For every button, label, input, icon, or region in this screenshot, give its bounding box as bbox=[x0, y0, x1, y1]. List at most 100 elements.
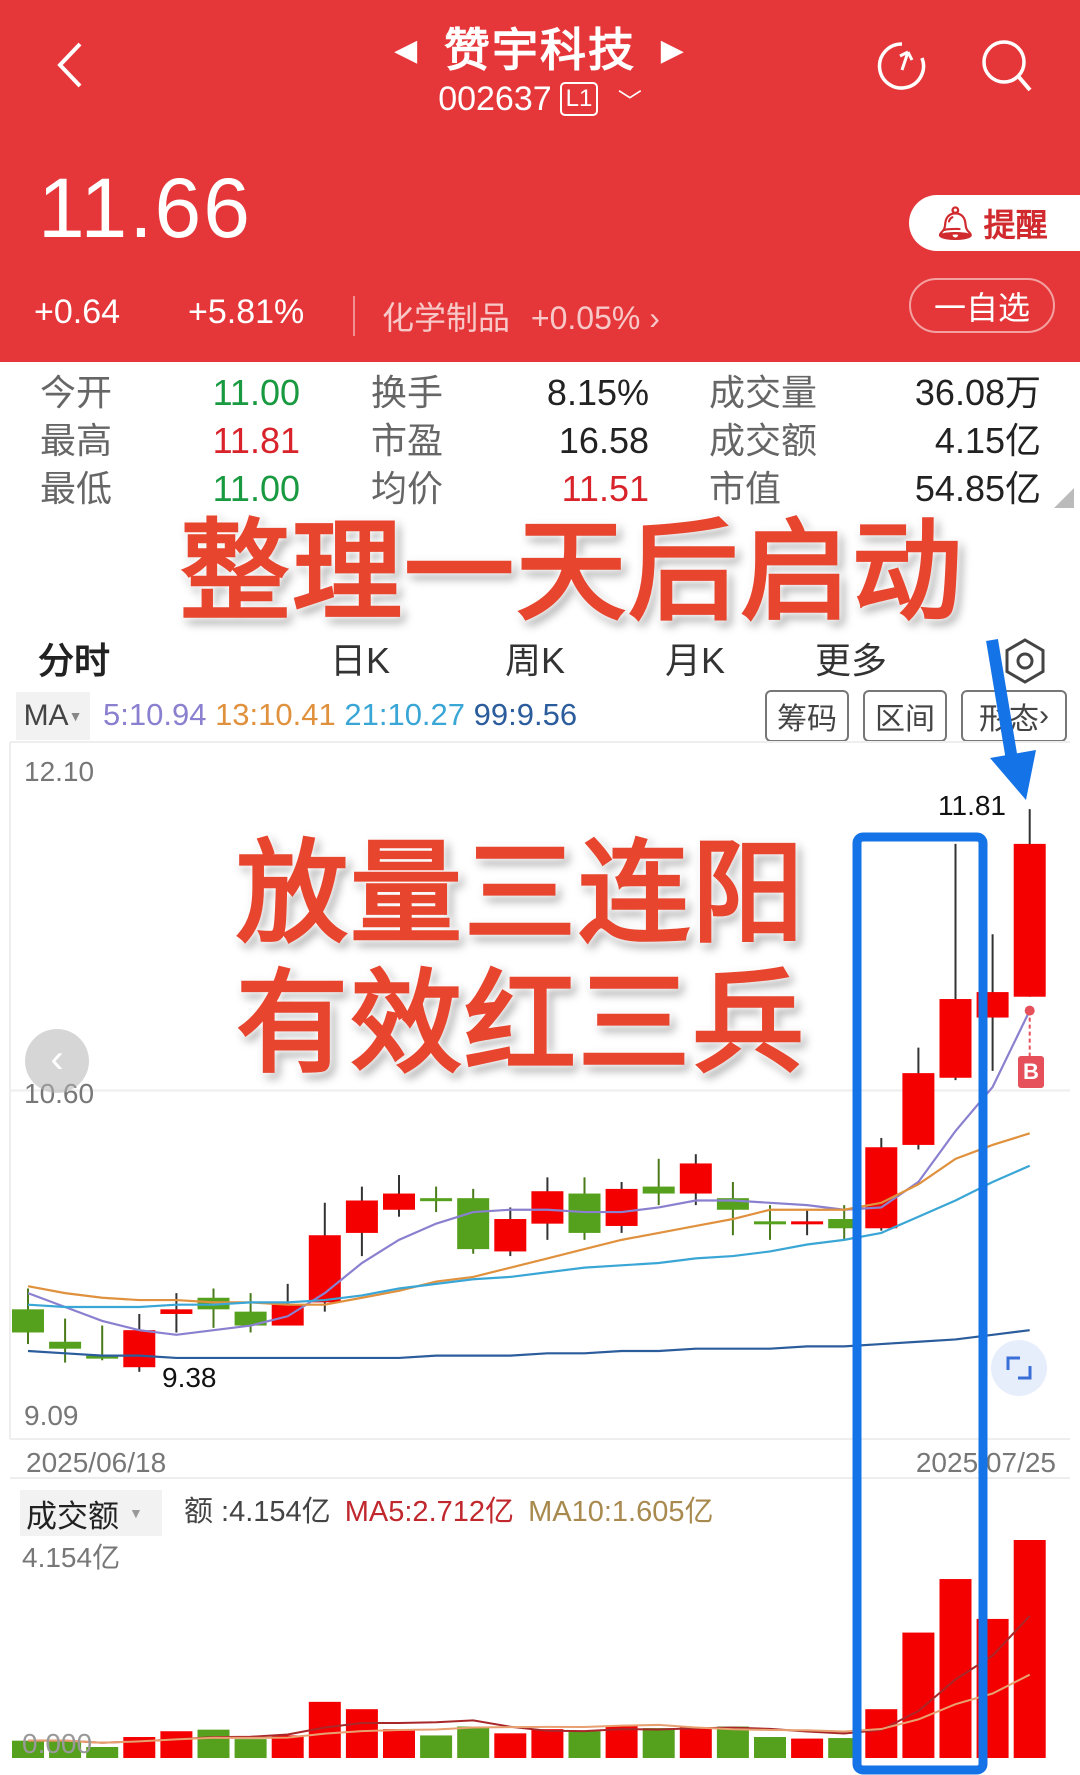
stat-label: 换手 bbox=[371, 372, 444, 413]
annotation-line1: 放量三连阳 bbox=[236, 831, 806, 956]
volume-bar bbox=[939, 1579, 972, 1758]
back-arrow-icon[interactable] bbox=[52, 40, 88, 90]
low-price-marker: 9.38 bbox=[162, 1362, 217, 1393]
candle-body bbox=[939, 999, 972, 1078]
tab-weekly-k[interactable]: 周K bbox=[505, 640, 566, 681]
candle-body bbox=[12, 1309, 44, 1333]
candle-body bbox=[679, 1163, 712, 1194]
tab-monthly-k[interactable]: 月K bbox=[665, 640, 726, 681]
x-label-end: 2025/07/25 bbox=[915, 1447, 1056, 1478]
candle-body bbox=[308, 1235, 341, 1303]
tab-more[interactable]: 更多 bbox=[815, 640, 888, 681]
volume-bar bbox=[568, 1731, 601, 1758]
stock-header: ◀ 赞宇科技 ▶ 002637 L1 ﹀ 11.66 +0.64 +5.81% 化… bbox=[0, 0, 1080, 362]
stat-value: 11.00 bbox=[212, 372, 300, 413]
y-tick-bottom: 9.09 bbox=[24, 1400, 79, 1431]
high-price-marker: 11.81 bbox=[938, 790, 1006, 821]
alert-button[interactable]: 🔔︎ 提醒 bbox=[909, 195, 1080, 251]
stat-label: 成交额 bbox=[709, 420, 818, 461]
caret-down-icon: ▼ bbox=[129, 1505, 143, 1521]
ma21-value: 21:10.27 bbox=[344, 697, 466, 732]
volume-bar bbox=[1013, 1540, 1046, 1758]
ma-values: 5:10.94 13:10.41 21:10.27 99:9.56 bbox=[103, 697, 577, 733]
volume-bar bbox=[160, 1731, 193, 1758]
volume-bar bbox=[86, 1746, 119, 1758]
volume-bar bbox=[457, 1726, 490, 1758]
candle-body bbox=[791, 1221, 824, 1225]
vol-tick-bottom: 0.000 bbox=[22, 1728, 93, 1759]
fullscreen-icon[interactable] bbox=[991, 1340, 1047, 1396]
stat-label: 今开 bbox=[40, 372, 113, 413]
stock-code-row: 002637 L1 ﹀ bbox=[0, 80, 1080, 119]
volume-bar bbox=[197, 1729, 230, 1758]
stat-label: 市值 bbox=[709, 468, 782, 509]
buy-signal-badge[interactable]: B bbox=[1018, 1056, 1044, 1088]
stat-value: 36.08万 bbox=[914, 372, 1041, 413]
indicator-selector[interactable]: 成交额 ▼ bbox=[20, 1490, 162, 1536]
candle-body bbox=[86, 1355, 119, 1359]
divider bbox=[353, 296, 355, 336]
candle-body bbox=[902, 1073, 935, 1145]
volume-bar bbox=[902, 1632, 935, 1758]
candle-body bbox=[457, 1198, 490, 1250]
stock-name: 赞宇科技 bbox=[444, 24, 636, 76]
tab-daily-k[interactable]: 日K bbox=[330, 640, 391, 681]
volume-bar bbox=[828, 1738, 861, 1758]
stock-name-row: ◀ 赞宇科技 ▶ bbox=[0, 14, 1080, 80]
volume-bar bbox=[754, 1737, 786, 1758]
amount-value: 额 :4.154亿 bbox=[184, 1496, 331, 1528]
ma-label: MA bbox=[23, 699, 69, 732]
ma5-value: 5:10.94 bbox=[103, 697, 207, 732]
candle-body bbox=[123, 1330, 156, 1368]
search-icon[interactable] bbox=[978, 36, 1038, 96]
bell-icon: 🔔︎ bbox=[935, 205, 976, 241]
sector-name: 化学制品 bbox=[382, 300, 511, 336]
candle-body bbox=[420, 1198, 453, 1202]
current-price: 11.66 bbox=[38, 161, 252, 255]
candle-body bbox=[345, 1200, 378, 1233]
refresh-icon[interactable] bbox=[872, 36, 932, 96]
volume-bar bbox=[716, 1726, 749, 1758]
candle-body bbox=[828, 1219, 861, 1229]
volume-bar bbox=[345, 1709, 378, 1758]
candle-body bbox=[531, 1191, 564, 1224]
tab-intraday[interactable]: 分时 bbox=[38, 640, 111, 681]
scroll-left-icon[interactable]: ‹ bbox=[25, 1029, 89, 1093]
stat-value: 11.81 bbox=[212, 420, 300, 461]
volume-bar bbox=[420, 1735, 453, 1758]
stat-label: 最高 bbox=[40, 420, 113, 461]
sector-link[interactable]: 化学制品 +0.05% › bbox=[382, 293, 660, 339]
price-change-pct: +5.81% bbox=[188, 293, 305, 331]
alert-label: 提醒 bbox=[983, 207, 1048, 243]
prev-stock-icon[interactable]: ◀ bbox=[394, 34, 420, 67]
indicator-label: 成交额 bbox=[26, 1498, 119, 1534]
volume-bar bbox=[679, 1727, 712, 1758]
chevron-right-icon: › bbox=[1039, 699, 1049, 732]
caret-down-icon: ▼ bbox=[68, 708, 83, 724]
price-change: +0.64 bbox=[34, 293, 121, 331]
volume-bar bbox=[642, 1728, 675, 1758]
candle-body bbox=[568, 1193, 601, 1233]
watchlist-label: 一自选 bbox=[933, 289, 1030, 326]
stat-label: 市盈 bbox=[371, 420, 444, 461]
stat-value: 16.58 bbox=[558, 420, 649, 461]
stat-value: 54.85亿 bbox=[914, 468, 1041, 509]
stat-value: 4.15亿 bbox=[934, 420, 1041, 461]
chevron-down-icon[interactable]: ﹀ bbox=[617, 89, 642, 116]
expand-corner-icon[interactable] bbox=[1052, 488, 1076, 510]
level-badge[interactable]: L1 bbox=[559, 82, 599, 116]
x-label-start: 2025/06/18 bbox=[26, 1447, 167, 1478]
stat-value: 11.00 bbox=[212, 468, 300, 509]
watchlist-button[interactable]: 一自选 bbox=[909, 278, 1055, 333]
stat-label: 最低 bbox=[40, 468, 113, 509]
stock-code: 002637 bbox=[438, 80, 552, 118]
ma13-value: 13:10.41 bbox=[215, 697, 336, 732]
y-tick-top: 12.10 bbox=[24, 756, 95, 787]
candle-body bbox=[197, 1297, 230, 1310]
candle-body bbox=[605, 1188, 638, 1226]
vol-tick-top: 4.154亿 bbox=[22, 1542, 121, 1573]
annotation-headline: 整理一天后启动 bbox=[180, 511, 964, 634]
next-stock-icon[interactable]: ▶ bbox=[660, 34, 686, 67]
ma-selector[interactable]: MA ▼ bbox=[16, 692, 90, 740]
stat-label: 成交量 bbox=[709, 372, 818, 413]
